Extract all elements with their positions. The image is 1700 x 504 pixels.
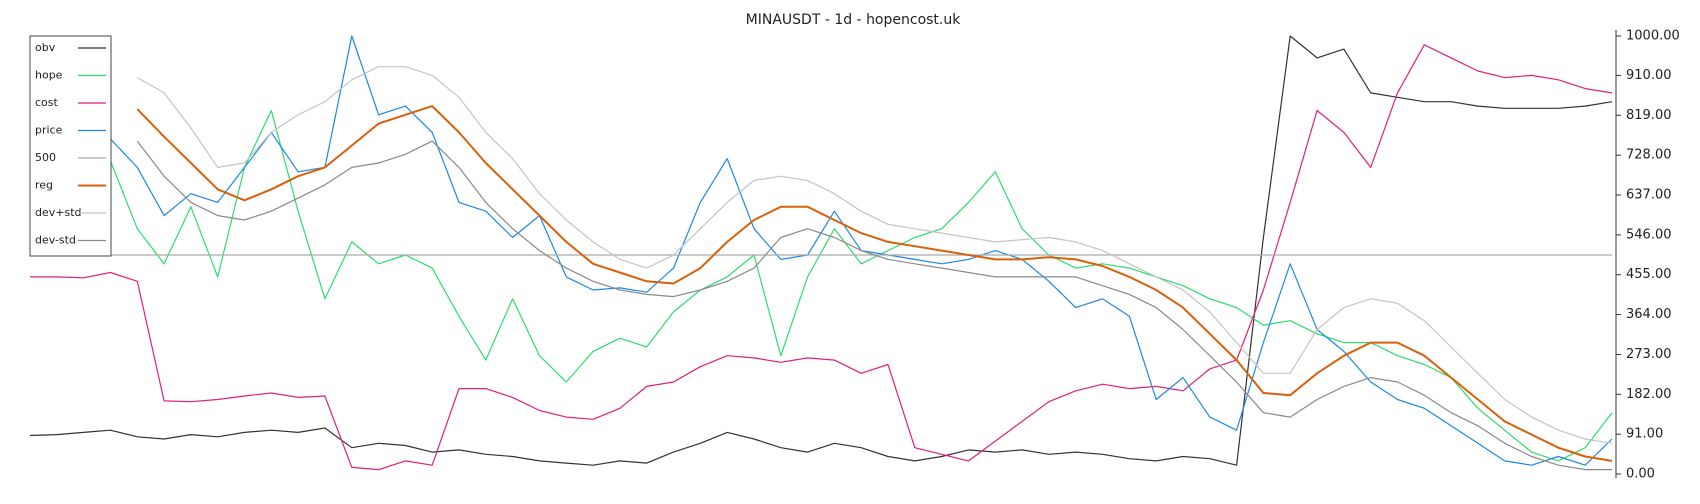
legend-label: 500 — [35, 151, 56, 164]
y-tick-label: 91.00 — [1626, 427, 1663, 442]
series-line — [136, 140, 1612, 471]
y-tick-label: 0.00 — [1626, 467, 1655, 482]
legend-label: obv — [35, 41, 56, 54]
legend-label: cost — [35, 96, 59, 109]
y-tick-label: 364.00 — [1626, 307, 1672, 322]
series-line — [109, 109, 1613, 462]
y-tick-label: 273.00 — [1626, 347, 1672, 362]
y-tick-label: 819.00 — [1626, 108, 1672, 123]
y-tick-label: 546.00 — [1626, 227, 1672, 242]
y-tick-label: 910.00 — [1626, 68, 1672, 83]
legend-label: price — [35, 124, 63, 137]
y-tick-label: 637.00 — [1626, 187, 1672, 202]
legend-label: hope — [35, 69, 63, 82]
legend-label: dev+std — [35, 206, 82, 219]
legend: obv hope cost price 500 reg dev+std dev-std — [29, 35, 112, 257]
series-line — [136, 105, 1613, 462]
series-line — [137, 66, 1613, 444]
y-tick-label: 1000.00 — [1626, 29, 1680, 44]
y-tick-label: 182.00 — [1626, 387, 1672, 402]
series-line — [30, 44, 1613, 471]
y-tick-label: 728.00 — [1626, 148, 1672, 163]
series-line — [29, 35, 1613, 466]
legend-box — [29, 35, 112, 257]
y-tick-label: 455.00 — [1626, 267, 1672, 282]
legend-label: dev-std — [35, 234, 76, 247]
chart-title: MINAUSDT - 1d - hopencost.uk — [746, 12, 962, 28]
legend-label: reg — [35, 179, 53, 192]
